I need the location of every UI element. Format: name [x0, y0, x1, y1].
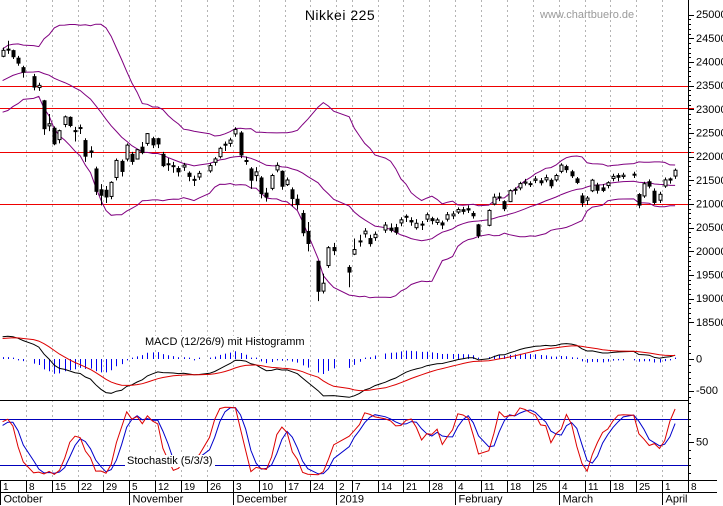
svg-text:25: 25 [639, 482, 651, 493]
candlesticks [1, 40, 678, 302]
svg-text:4: 4 [562, 482, 568, 493]
svg-text:21000: 21000 [696, 199, 723, 211]
svg-text:23000: 23000 [696, 104, 723, 116]
svg-text:25000: 25000 [696, 9, 723, 21]
svg-text:22500: 22500 [696, 127, 723, 139]
svg-text:11: 11 [588, 482, 599, 493]
chart-title: Nikkei 225 [304, 7, 376, 23]
svg-text:18: 18 [510, 482, 522, 493]
svg-text:8: 8 [29, 482, 35, 493]
svg-text:21500: 21500 [696, 175, 723, 187]
watermark: www.chartbuero.de [540, 9, 635, 21]
svg-text:October: October [4, 494, 43, 506]
svg-text:February: February [459, 494, 504, 506]
svg-text:28: 28 [432, 482, 444, 493]
svg-text:1: 1 [665, 482, 671, 493]
svg-text:23500: 23500 [696, 80, 723, 92]
bollinger-bands [2, 23, 676, 299]
svg-text:2019: 2019 [340, 494, 364, 506]
svg-text:15: 15 [55, 482, 67, 493]
svg-text:24500: 24500 [696, 33, 723, 45]
svg-text:50: 50 [696, 436, 708, 448]
svg-text:7: 7 [355, 482, 361, 493]
svg-text:March: March [563, 494, 594, 506]
macd-pane-label: MACD (12/26/9) mit Histogramm [143, 336, 307, 348]
svg-text:5: 5 [132, 482, 138, 493]
macd-pane [2, 335, 676, 398]
svg-text:19: 19 [184, 482, 196, 493]
svg-text:April: April [666, 494, 688, 506]
svg-text:22000: 22000 [696, 151, 723, 163]
svg-text:25: 25 [536, 482, 548, 493]
svg-text:17: 17 [288, 482, 300, 493]
svg-text:0: 0 [696, 354, 702, 366]
svg-text:11: 11 [484, 482, 495, 493]
svg-text:14: 14 [381, 482, 393, 493]
svg-text:4: 4 [458, 482, 464, 493]
svg-text:8: 8 [691, 482, 697, 493]
svg-text:20500: 20500 [696, 222, 723, 234]
svg-text:19000: 19000 [696, 293, 723, 305]
svg-text:10: 10 [262, 482, 274, 493]
svg-text:-500: -500 [696, 385, 718, 397]
date-axis: 1 8 15 22 29 5 12 19 26 3 10 17 24 2 7 14 21 28 4 11 18 25 4 11… [0, 480, 697, 506]
svg-text:2: 2 [339, 482, 345, 493]
svg-text:November: November [133, 494, 184, 506]
weekly-gridlines [26, 0, 663, 479]
svg-text:26: 26 [210, 482, 222, 493]
svg-text:12: 12 [158, 482, 170, 493]
svg-text:1: 1 [3, 482, 9, 493]
svg-text:20000: 20000 [696, 246, 723, 258]
support-resistance-lines [0, 86, 694, 205]
stochastic-pane [0, 406, 688, 476]
stochastic-pane-label: Stochastik (5/3/3) [125, 455, 215, 467]
svg-text:21: 21 [406, 482, 418, 493]
svg-text:29: 29 [106, 482, 118, 493]
svg-text:22: 22 [81, 482, 93, 493]
svg-text:24: 24 [313, 482, 325, 493]
svg-text:24000: 24000 [696, 56, 723, 68]
svg-text:18: 18 [613, 482, 625, 493]
svg-text:3: 3 [236, 482, 242, 493]
svg-text:December: December [237, 494, 288, 506]
svg-text:19500: 19500 [696, 270, 723, 282]
y-axis-labels: 25000 24500 24000 23500 23000 22500 22000 21500… [696, 9, 723, 448]
